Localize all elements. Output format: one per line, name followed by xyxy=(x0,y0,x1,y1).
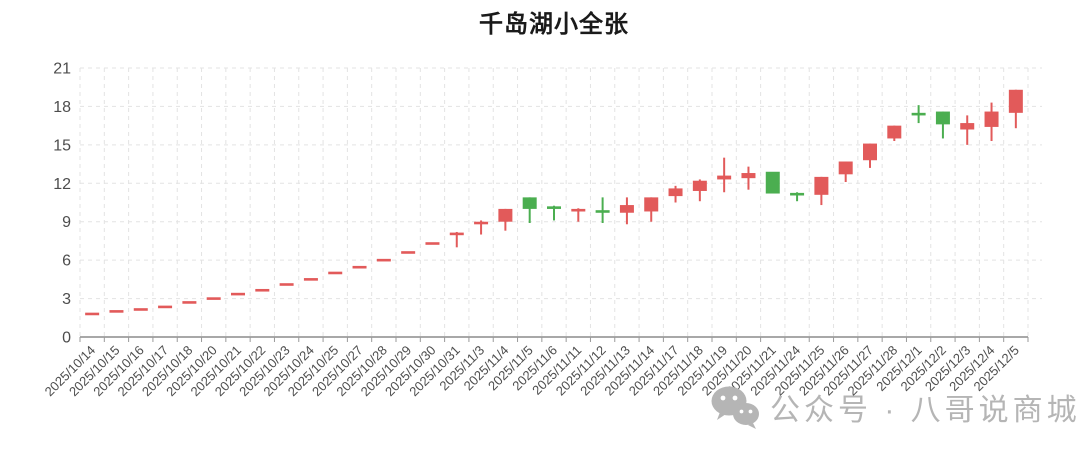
candle[interactable] xyxy=(85,312,100,316)
candle-body xyxy=(401,251,416,254)
candle-body xyxy=(1008,89,1023,113)
candle[interactable] xyxy=(935,111,950,139)
candle-body xyxy=(814,176,829,195)
candle[interactable] xyxy=(206,297,221,300)
candle-body xyxy=(498,208,513,222)
watermark-text: 公众号 · 八哥说商城 xyxy=(770,394,1080,427)
chart-title: 千岛湖小全张 xyxy=(479,11,629,38)
candle-body xyxy=(279,283,294,286)
candle-body xyxy=(911,112,926,116)
candle-body xyxy=(547,206,561,209)
candle-body xyxy=(838,161,853,175)
candle-body xyxy=(255,288,270,292)
candle[interactable] xyxy=(255,288,270,292)
y-axis-label: 6 xyxy=(62,253,71,270)
candle[interactable] xyxy=(619,197,634,225)
candle-body xyxy=(863,143,877,161)
candle[interactable] xyxy=(790,192,805,202)
candle-body xyxy=(692,180,707,191)
candle[interactable] xyxy=(741,166,756,190)
candle[interactable] xyxy=(449,231,464,248)
watermark: 公众号 · 八哥说商城 xyxy=(710,384,1080,430)
candle-body xyxy=(960,123,975,130)
candle-body xyxy=(449,232,464,236)
candle[interactable] xyxy=(984,102,999,142)
candle[interactable] xyxy=(522,197,537,223)
candle[interactable] xyxy=(644,197,659,222)
y-axis-label: 18 xyxy=(53,99,71,116)
candle[interactable] xyxy=(158,305,173,309)
candle[interactable] xyxy=(425,242,440,245)
candle-body xyxy=(474,221,489,225)
candle-body xyxy=(619,205,634,213)
candle-body xyxy=(352,265,367,269)
candle[interactable] xyxy=(133,308,148,311)
candle[interactable] xyxy=(109,310,124,313)
candle-body xyxy=(133,308,148,311)
candle[interactable] xyxy=(717,157,732,193)
candle[interactable] xyxy=(279,283,294,286)
y-axis-label: 12 xyxy=(53,176,71,193)
candle-body xyxy=(935,111,950,125)
candle[interactable] xyxy=(814,176,829,206)
candle[interactable] xyxy=(1008,89,1023,129)
candle[interactable] xyxy=(595,197,610,223)
candle-body xyxy=(717,175,732,180)
candle-body xyxy=(644,197,659,212)
candle-body xyxy=(328,271,343,275)
candle-body xyxy=(984,111,999,127)
candle-body xyxy=(85,312,100,316)
candle-body xyxy=(182,301,197,304)
candle[interactable] xyxy=(692,179,707,202)
candle-body xyxy=(522,197,537,209)
candle[interactable] xyxy=(474,220,489,235)
candle[interactable] xyxy=(376,258,391,262)
candle-body xyxy=(206,297,221,300)
candle[interactable] xyxy=(498,208,513,231)
candle-body xyxy=(595,210,610,213)
candle-body xyxy=(668,188,683,197)
candle[interactable] xyxy=(838,161,853,183)
candle[interactable] xyxy=(231,292,245,296)
y-axis-label: 15 xyxy=(53,137,71,154)
candle[interactable] xyxy=(765,171,780,194)
candle-body xyxy=(109,310,124,313)
wechat-icon xyxy=(711,386,759,429)
candle[interactable] xyxy=(571,208,586,222)
candle[interactable] xyxy=(328,271,343,275)
y-axis-label: 9 xyxy=(62,214,71,231)
candle[interactable] xyxy=(303,278,318,281)
candle[interactable] xyxy=(668,185,683,203)
y-axis-label: 0 xyxy=(62,330,71,347)
candle-body xyxy=(765,171,780,194)
candle-body xyxy=(376,258,391,262)
candle[interactable] xyxy=(182,301,197,304)
candle-body xyxy=(425,242,440,245)
candle[interactable] xyxy=(352,265,367,269)
candle-body xyxy=(303,278,318,281)
y-axis-label: 21 xyxy=(53,61,71,78)
candle[interactable] xyxy=(863,143,877,168)
candle[interactable] xyxy=(547,205,561,221)
candle[interactable] xyxy=(401,251,416,254)
candle-body xyxy=(158,305,173,309)
candle-body xyxy=(887,125,902,139)
candle[interactable] xyxy=(960,115,975,145)
candle-body xyxy=(231,292,245,296)
y-axis-label: 3 xyxy=(62,291,71,308)
candle-body xyxy=(741,173,756,179)
candle[interactable] xyxy=(911,105,926,124)
candle-body xyxy=(790,192,805,196)
candle-body xyxy=(571,208,586,212)
candle[interactable] xyxy=(887,125,902,142)
